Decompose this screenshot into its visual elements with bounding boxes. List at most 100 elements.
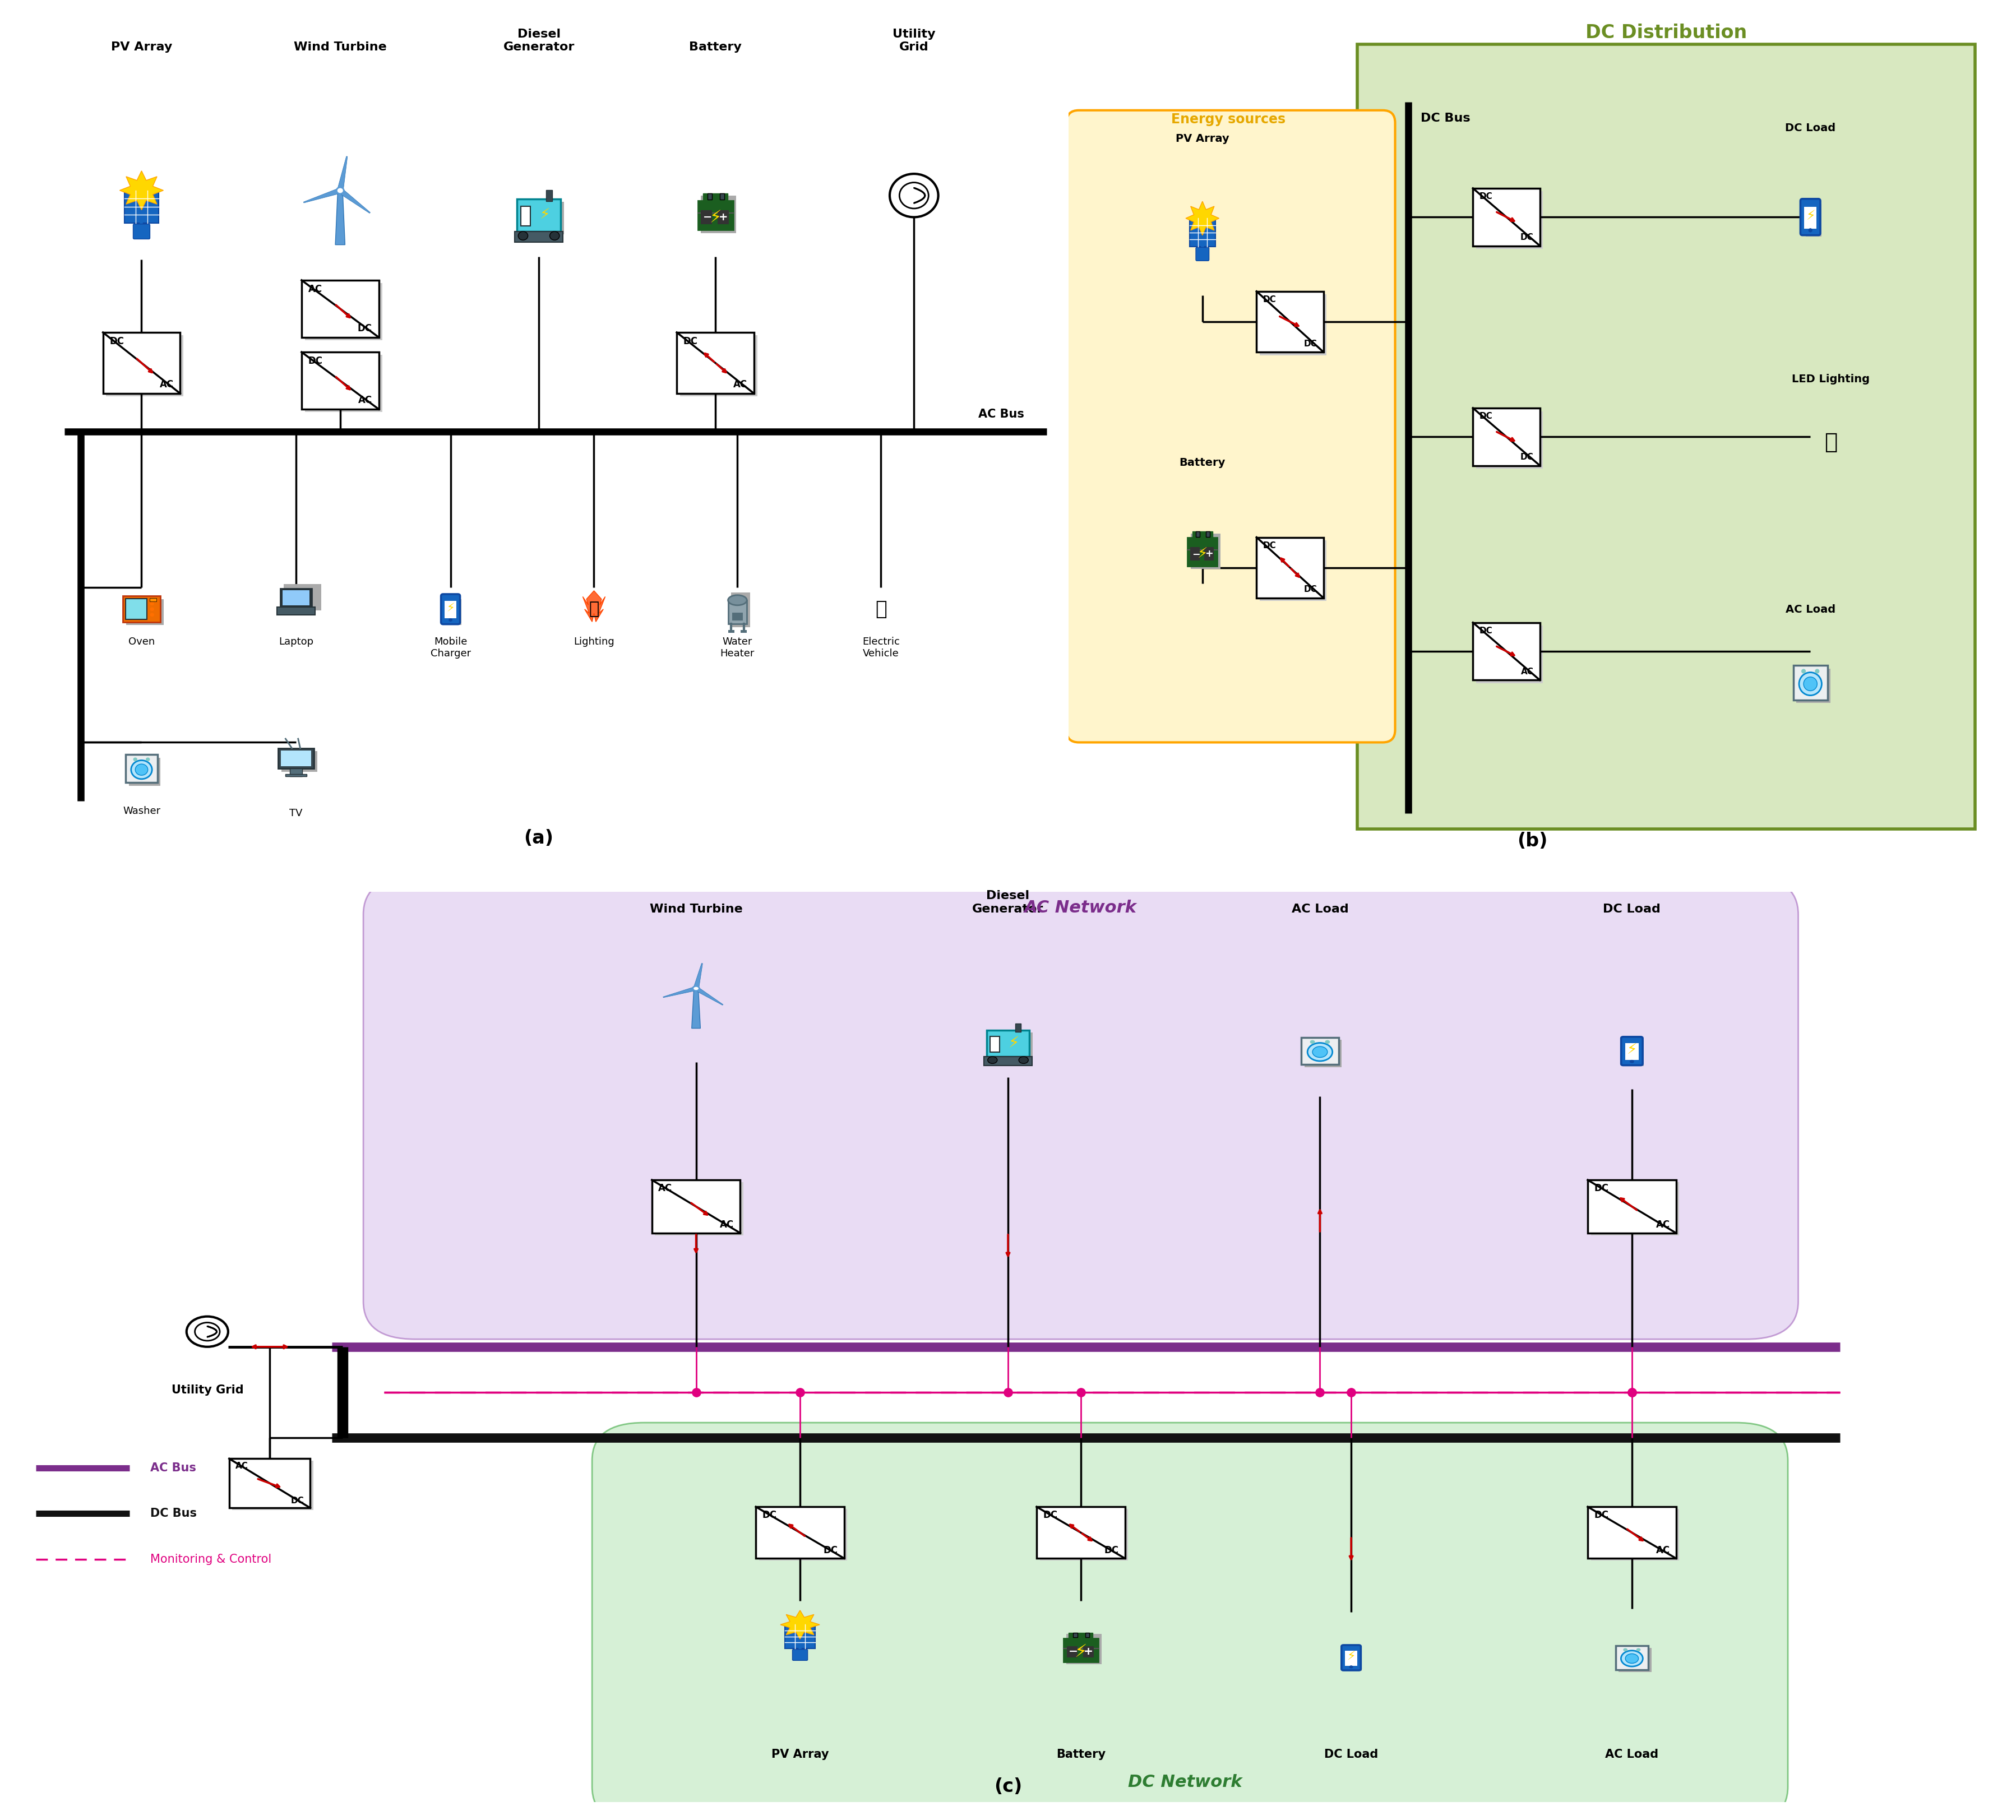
Bar	[702, 195, 736, 233]
Bar	[446, 599, 462, 626]
Bar	[784, 1625, 814, 1649]
Bar	[1476, 626, 1542, 682]
FancyBboxPatch shape	[1621, 1037, 1643, 1065]
Text: AC Bus: AC Bus	[978, 410, 1024, 420]
Bar	[129, 757, 161, 786]
Polygon shape	[694, 963, 704, 988]
Polygon shape	[304, 187, 341, 202]
Circle shape	[133, 757, 137, 761]
Text: AC Network: AC Network	[1024, 899, 1137, 915]
Bar	[1304, 1039, 1343, 1067]
Text: DC: DC	[683, 337, 698, 346]
Bar	[728, 601, 746, 624]
Text: DC: DC	[1595, 1511, 1609, 1520]
Text: Wind Turbine: Wind Turbine	[294, 42, 387, 53]
Circle shape	[1802, 670, 1806, 673]
Bar	[103, 333, 179, 393]
Bar	[1804, 207, 1816, 229]
Bar	[679, 335, 758, 397]
Bar	[149, 599, 155, 602]
Circle shape	[135, 764, 147, 775]
Bar	[1204, 548, 1214, 561]
Text: DC: DC	[308, 357, 323, 366]
Text: −: −	[1191, 550, 1200, 559]
Bar	[284, 584, 321, 610]
FancyBboxPatch shape	[1800, 198, 1820, 235]
Bar	[125, 191, 159, 222]
Text: DC Load: DC Load	[1325, 1749, 1379, 1760]
Bar	[758, 1509, 847, 1562]
Text: DC Load: DC Load	[1603, 903, 1661, 915]
Circle shape	[1637, 1649, 1641, 1651]
Circle shape	[1312, 1046, 1327, 1057]
Text: DC Bus: DC Bus	[1421, 113, 1470, 124]
Bar	[290, 768, 302, 775]
Circle shape	[889, 175, 937, 217]
Circle shape	[1621, 1651, 1643, 1667]
Circle shape	[149, 608, 153, 612]
Text: DC: DC	[290, 1496, 304, 1505]
Text: AC: AC	[236, 1461, 248, 1471]
Bar	[1085, 1633, 1089, 1638]
Text: AC: AC	[1655, 1545, 1669, 1556]
Polygon shape	[691, 988, 700, 1028]
Bar	[1627, 1041, 1643, 1067]
Bar	[1195, 531, 1200, 537]
Text: Battery: Battery	[1179, 457, 1226, 468]
Text: Electric
Vehicle: Electric Vehicle	[863, 637, 899, 659]
Text: AC: AC	[159, 379, 173, 389]
Bar	[677, 333, 754, 393]
Bar	[230, 1458, 310, 1509]
Text: Diesel
Generator: Diesel Generator	[504, 29, 575, 53]
Circle shape	[1349, 1665, 1353, 1669]
Text: (a): (a)	[524, 830, 554, 848]
Bar	[1806, 204, 1820, 237]
Bar	[1591, 1509, 1679, 1562]
Bar	[1345, 1651, 1357, 1665]
Text: (b): (b)	[1516, 832, 1548, 850]
Text: 🚗: 🚗	[875, 599, 887, 619]
Text: AC: AC	[359, 395, 373, 406]
Text: Utility
Grid: Utility Grid	[893, 29, 935, 53]
Text: DC: DC	[1304, 586, 1316, 593]
Polygon shape	[119, 171, 163, 209]
Text: AC: AC	[734, 379, 748, 389]
Text: −: −	[704, 211, 712, 222]
Bar	[718, 211, 728, 224]
Text: Battery: Battery	[689, 42, 742, 53]
Text: Monitoring & Control: Monitoring & Control	[149, 1554, 272, 1565]
Bar	[1187, 537, 1218, 566]
Bar	[1260, 541, 1327, 601]
FancyBboxPatch shape	[363, 877, 1798, 1340]
Text: +: +	[1085, 1647, 1093, 1656]
Bar	[1794, 666, 1826, 701]
Ellipse shape	[728, 595, 746, 606]
Bar	[655, 1183, 744, 1236]
Bar	[1189, 218, 1216, 246]
Text: Energy sources: Energy sources	[1171, 113, 1286, 126]
Text: DC Network: DC Network	[1127, 1774, 1242, 1791]
Bar	[282, 752, 317, 772]
Text: DC: DC	[1520, 453, 1534, 462]
Text: ⚡: ⚡	[1075, 1643, 1087, 1660]
Circle shape	[1798, 672, 1822, 695]
Text: ⚡: ⚡	[1347, 1651, 1355, 1662]
Polygon shape	[694, 986, 724, 1005]
Bar	[702, 211, 712, 224]
Text: AC: AC	[1655, 1219, 1669, 1230]
Bar	[1589, 1507, 1675, 1558]
Circle shape	[1308, 1043, 1333, 1061]
Text: Washer: Washer	[123, 806, 161, 815]
Bar	[1476, 191, 1542, 249]
Text: DC: DC	[1480, 626, 1492, 635]
Text: ⚡: ⚡	[1806, 209, 1814, 222]
Bar	[125, 599, 147, 619]
Text: TV: TV	[290, 808, 302, 819]
Bar	[1066, 1645, 1077, 1658]
Text: PV Array: PV Array	[772, 1749, 829, 1760]
Text: DC Load: DC Load	[1784, 122, 1837, 133]
Bar	[708, 193, 712, 200]
Text: DC Bus: DC Bus	[149, 1509, 198, 1520]
Bar	[756, 1507, 845, 1558]
Bar	[990, 1036, 1000, 1052]
